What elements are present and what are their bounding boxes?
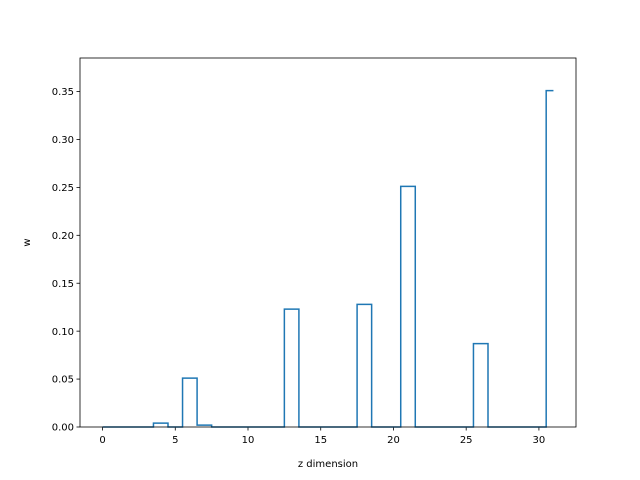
y-axis-label: w: [22, 238, 33, 246]
x-tick-label: 15: [314, 435, 327, 446]
x-tick-label: 20: [387, 435, 400, 446]
y-tick-label: 0.00: [52, 423, 74, 434]
x-tick-label: 25: [460, 435, 473, 446]
y-tick-label: 0.20: [52, 231, 74, 242]
y-tick-label: 0.10: [52, 327, 74, 338]
y-axis-ticks: 0.00 0.05 0.10 0.15 0.20 0.25 0.30 0.35: [52, 87, 80, 434]
plot-frame: [79, 57, 577, 428]
y-tick-label: 0.25: [52, 183, 74, 194]
x-axis-label: z dimension: [298, 459, 358, 470]
x-tick-label: 30: [533, 435, 546, 446]
y-tick-label: 0.30: [52, 135, 74, 146]
y-tick-label: 0.35: [52, 87, 74, 98]
x-tick-label: 5: [172, 435, 178, 446]
x-tick-label: 0: [99, 435, 105, 446]
x-tick-label: 10: [242, 435, 255, 446]
y-tick-label: 0.15: [52, 279, 74, 290]
y-tick-label: 0.05: [52, 375, 74, 386]
